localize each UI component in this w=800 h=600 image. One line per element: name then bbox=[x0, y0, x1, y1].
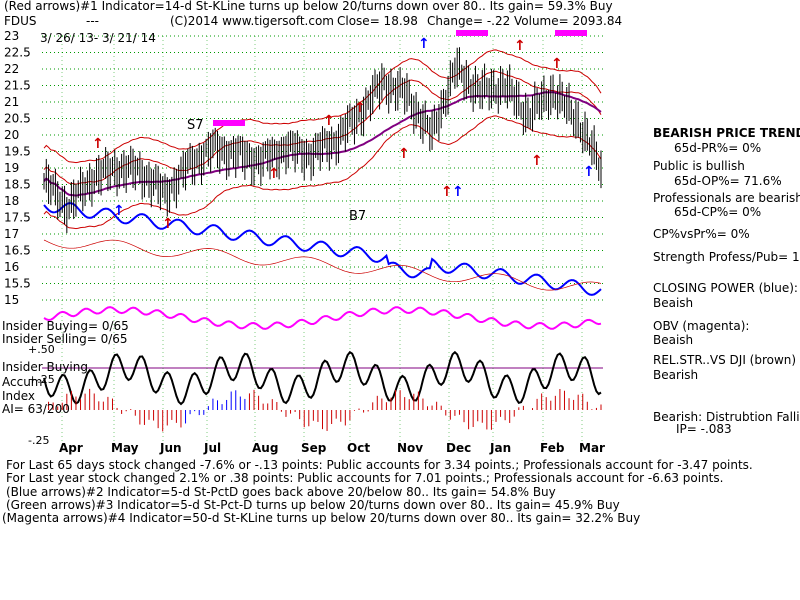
closing-power-label: CLOSING POWER (blue): bbox=[653, 281, 798, 295]
upper-band bbox=[43, 49, 602, 164]
x-tick-label: Dec bbox=[446, 441, 471, 455]
accum-index-line bbox=[43, 350, 602, 406]
dashes-label: --- bbox=[86, 14, 99, 28]
signal-arrow: ↑ bbox=[441, 184, 453, 200]
x-tick-label: Apr bbox=[59, 441, 83, 455]
plus25-label: +.25 bbox=[28, 373, 55, 386]
professionals-bearish: Professionals are bearish bbox=[653, 191, 800, 205]
obv-line bbox=[43, 306, 602, 330]
x-axis-labels: Apr May Jun Jul Aug Sep Oct Nov Dec Jan Feb Mar bbox=[59, 441, 605, 455]
signal-arrow: ↑ bbox=[92, 136, 104, 152]
ai-label: AI= 63/200 bbox=[2, 402, 70, 416]
signal-arrow: ↑ bbox=[583, 164, 595, 180]
signal-arrow: ↑ bbox=[268, 166, 280, 182]
x-tick-label: Jul bbox=[203, 441, 221, 455]
insider-buying-label: Insider Buying= 0/65 bbox=[2, 319, 129, 333]
y-axis-labels: 23 22.5 22 21.5 21 20.5 20 19.5 19 18.5 18 17.5 17 16… bbox=[4, 29, 31, 307]
insider-selling-label: Insider Selling= 0/65 bbox=[2, 332, 128, 346]
x-tick-label: Oct bbox=[347, 441, 370, 455]
y-tick-label: 18.5 bbox=[4, 178, 31, 192]
signal-arrow: ↑ bbox=[354, 100, 366, 116]
y-tick-label: 15.5 bbox=[4, 277, 31, 291]
magenta-signal-block bbox=[456, 30, 488, 36]
y-tick-label: 21.5 bbox=[4, 79, 31, 93]
signal-arrow: ↑ bbox=[514, 38, 526, 54]
x-tick-label: May bbox=[111, 441, 139, 455]
x-tick-label: Feb bbox=[540, 441, 565, 455]
x-tick-label: Nov bbox=[397, 441, 423, 455]
op-value: 65d-OP%= 71.6% bbox=[674, 174, 782, 188]
obv-label: OBV (magenta): bbox=[653, 319, 750, 333]
closing-power-line bbox=[43, 202, 602, 296]
signal-arrow: ↑ bbox=[323, 113, 335, 129]
change-label: Change= -.22 bbox=[427, 14, 511, 28]
cp-value: 65d-CP%= 0% bbox=[674, 205, 762, 219]
signal-arrow: ↑ bbox=[551, 56, 563, 72]
signal-arrow: ↑ bbox=[418, 36, 430, 52]
date-range-label: 3/ 26/ 13- 3/ 21/ 14 bbox=[40, 31, 156, 45]
ip-value: IP= -.083 bbox=[676, 422, 732, 436]
volume-label: Volume= 2093.84 bbox=[514, 14, 623, 28]
x-tick-label: Mar bbox=[579, 441, 605, 455]
x-tick-label: Sep bbox=[301, 441, 327, 455]
magenta-signal-block bbox=[213, 120, 245, 126]
y-tick-label: 22 bbox=[4, 62, 19, 76]
y-tick-label: 19 bbox=[4, 161, 19, 175]
y-tick-label: 20 bbox=[4, 128, 19, 142]
footer-line-2: For Last year stock changed 2.1% or .38 … bbox=[6, 471, 724, 485]
lower-indicators bbox=[48, 388, 602, 432]
ticker-label: FDUS bbox=[4, 14, 37, 28]
header-indicator-1: (Red arrows)#1 Indicator=14-d St-KLine t… bbox=[4, 0, 613, 13]
close-label: Close= 18.98 bbox=[337, 14, 418, 28]
distribution-label: Bearish: Distrubtion Falling bbox=[653, 410, 800, 424]
signal-arrow: ↑ bbox=[531, 153, 543, 169]
y-tick-label: 15 bbox=[4, 293, 19, 307]
index-label: Index bbox=[2, 389, 36, 403]
lower-band bbox=[43, 115, 602, 230]
y-tick-label: 23 bbox=[4, 29, 19, 43]
signal-arrow: ↑ bbox=[398, 146, 410, 162]
x-tick-label: Jan bbox=[489, 441, 511, 455]
b7-label: B7 bbox=[349, 209, 367, 224]
plus50-label: +.50 bbox=[28, 343, 55, 356]
y-tick-label: 17 bbox=[4, 227, 19, 241]
rel-str-label: REL.STR..VS DJI (brown) bbox=[653, 353, 797, 367]
signal-arrow: ↑ bbox=[162, 216, 174, 232]
accum-label: Accum bbox=[2, 375, 43, 389]
footer-line-5: (Magenta arrows)#4 Indicator=50-d St-KLi… bbox=[2, 511, 641, 525]
minus25-label: -.25 bbox=[28, 434, 50, 447]
y-tick-label: 21 bbox=[4, 95, 19, 109]
signal-arrow: ↑ bbox=[113, 203, 125, 219]
strength-label: Strength Profess/Pub= 1 bbox=[653, 250, 800, 264]
s7-label: S7 bbox=[187, 118, 204, 133]
closing-power-value: Beaish bbox=[653, 296, 694, 310]
footer-line-3: (Blue arrows)#2 Indicator=5-d St-PctD go… bbox=[6, 485, 556, 499]
signal-arrow: ↑ bbox=[452, 184, 464, 200]
y-tick-label: 18 bbox=[4, 194, 19, 208]
x-tick-label: Aug bbox=[252, 441, 278, 455]
x-tick-label: Jun bbox=[159, 441, 182, 455]
bearish-price-trend: BEARISH PRICE TREND bbox=[653, 126, 800, 140]
public-bullish: Public is bullish bbox=[653, 159, 745, 173]
footer-line-1: For Last 65 days stock changed -7.6% or … bbox=[6, 458, 753, 472]
price-bands bbox=[43, 49, 602, 406]
signal-arrows: ↑↑↑↑↑↑↑↑ ↑↑ ↑↑↑↑ bbox=[92, 30, 595, 232]
footer-line-4: (Green arrows)#3 Indicator=5-d St-Pct-D … bbox=[6, 498, 620, 512]
y-tick-label: 16.5 bbox=[4, 244, 31, 258]
y-tick-label: 20.5 bbox=[4, 112, 31, 126]
price-bars bbox=[43, 47, 602, 234]
y-tick-label: 22.5 bbox=[4, 46, 31, 60]
insider-buying-label-2: Insider Buying bbox=[2, 360, 88, 374]
y-tick-label: 19.5 bbox=[4, 145, 31, 159]
closing-power-ma bbox=[43, 239, 602, 291]
obv-value: Beaish bbox=[653, 333, 694, 347]
cp-vs-pr: CP%vsPr%= 0% bbox=[653, 227, 750, 241]
magenta-signal-block bbox=[555, 30, 587, 36]
rel-str-value: Bearish bbox=[653, 368, 699, 382]
y-tick-label: 17.5 bbox=[4, 211, 31, 225]
y-tick-label: 16 bbox=[4, 260, 19, 274]
pr-value: 65d-PR%= 0% bbox=[674, 141, 762, 155]
copyright-label: (C)2014 www.tigersoft.com bbox=[170, 14, 334, 28]
